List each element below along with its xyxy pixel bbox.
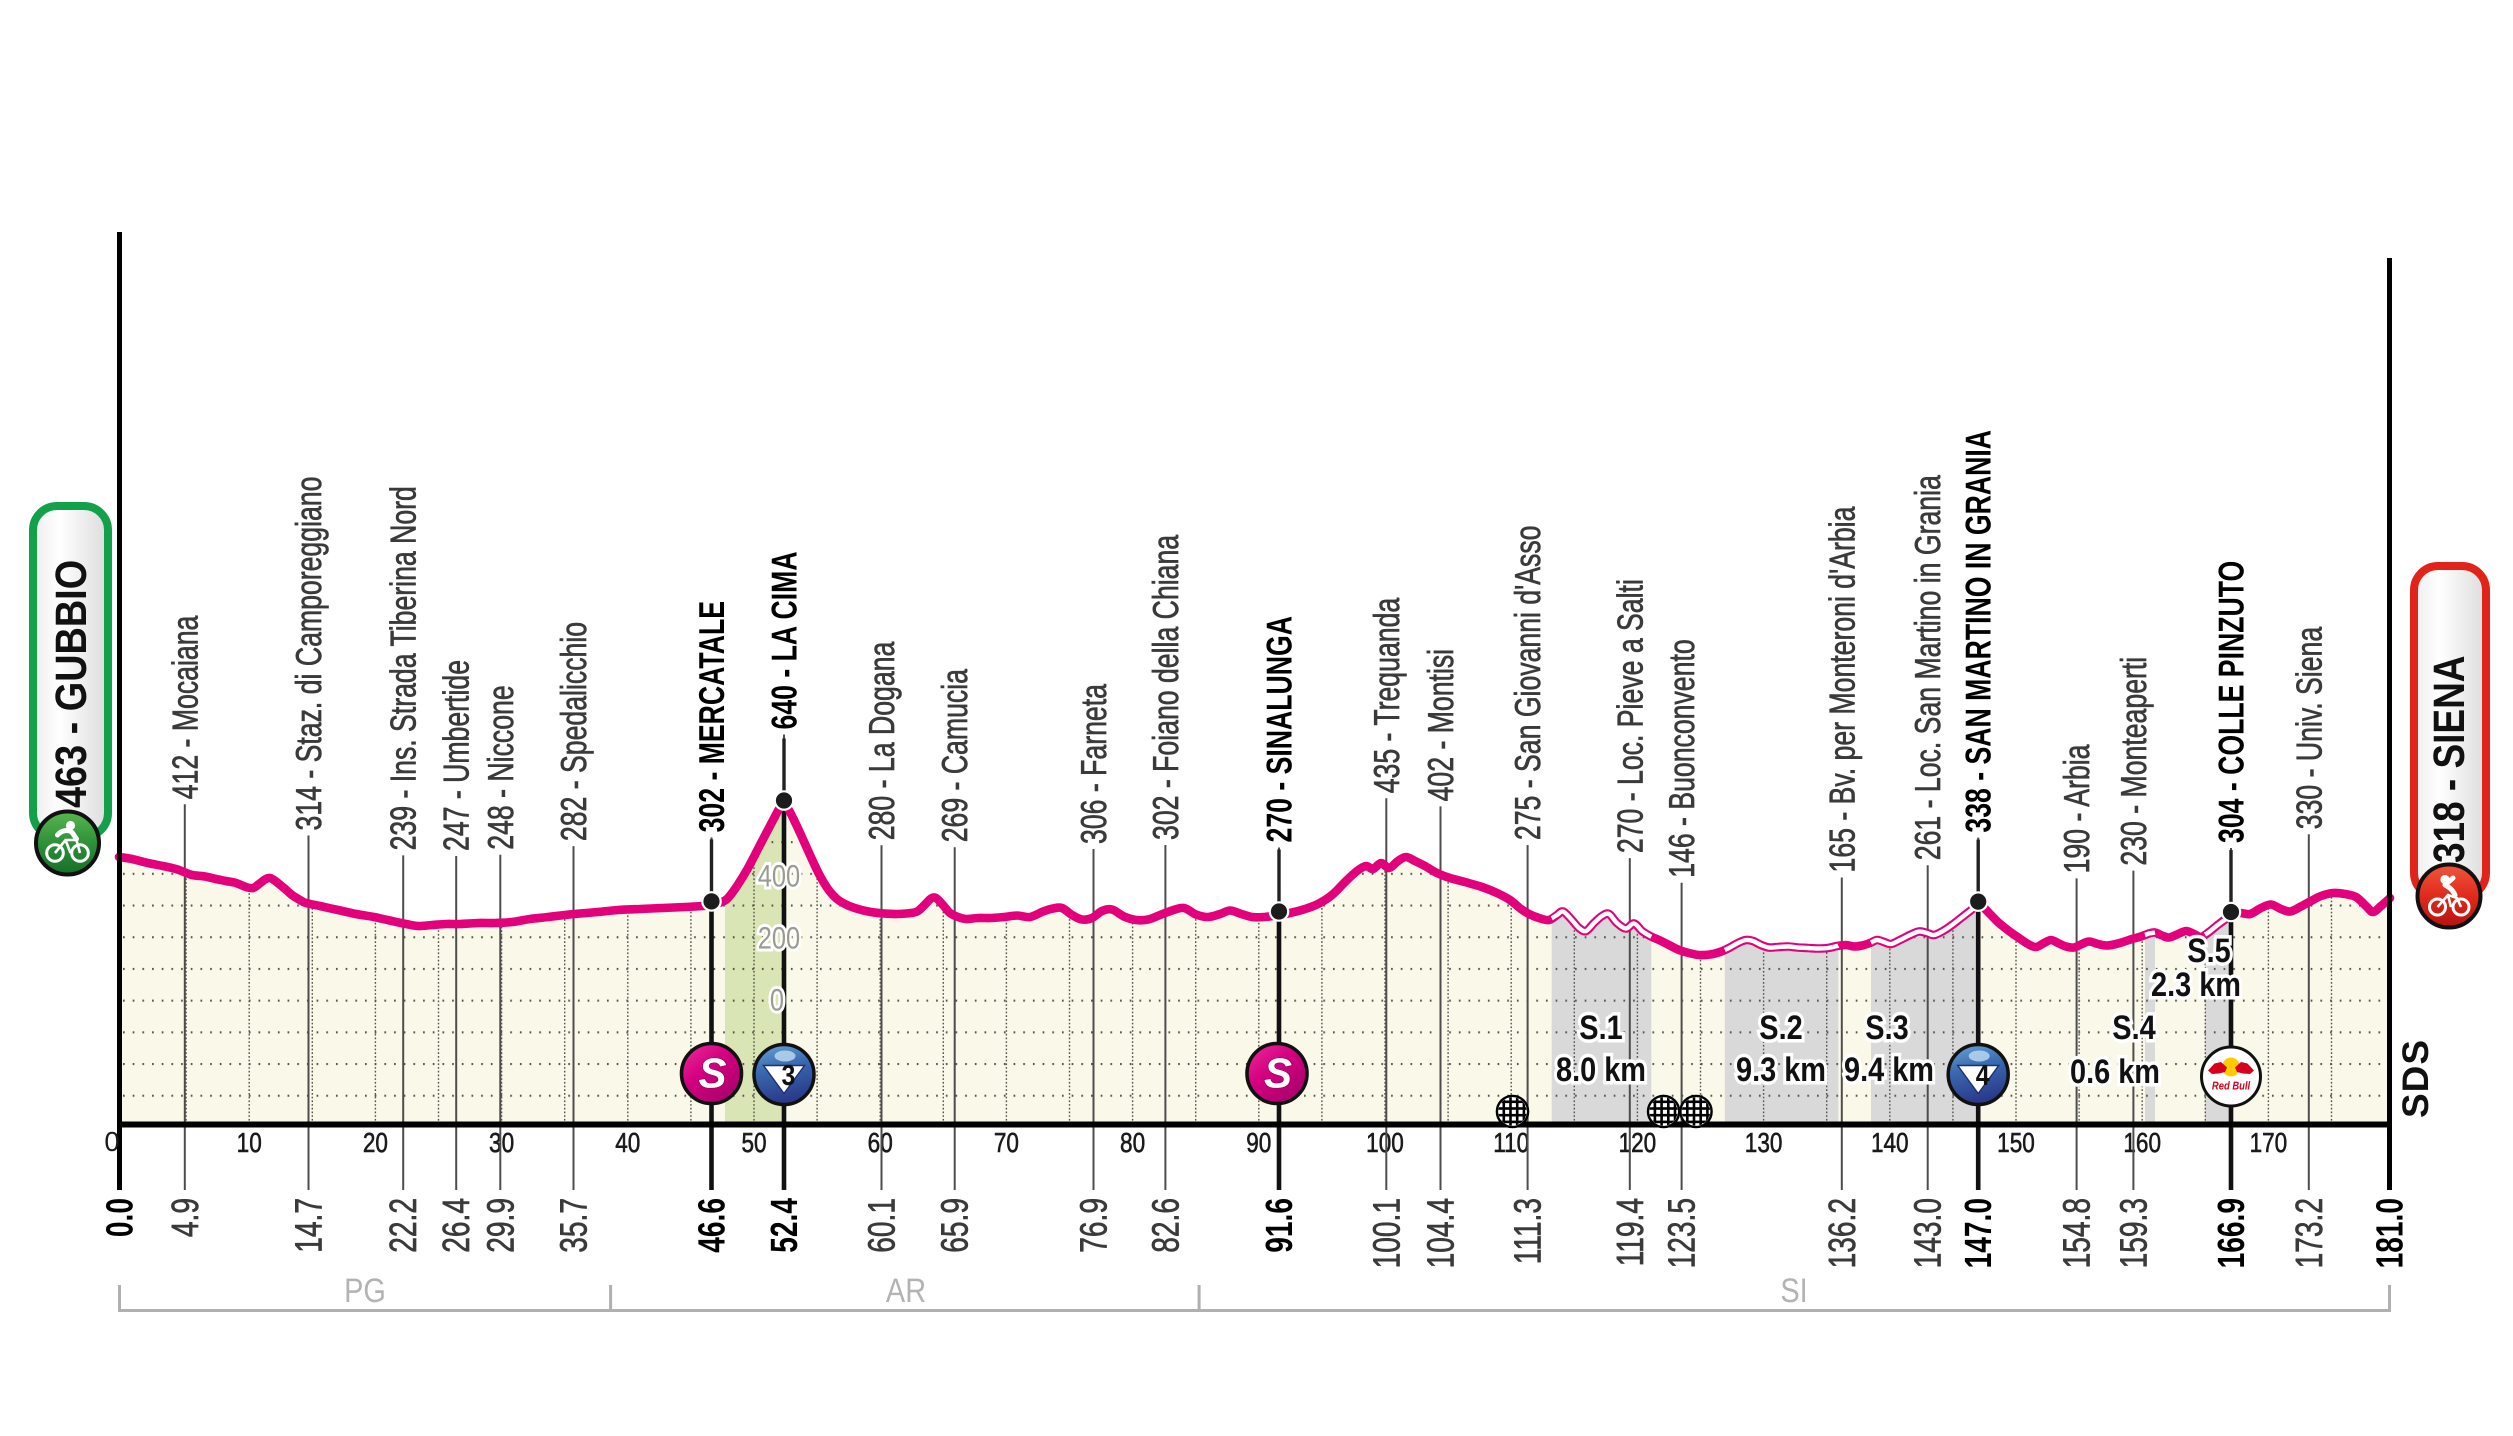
svg-text:0.6 km: 0.6 km bbox=[2070, 1053, 2160, 1091]
svg-text:165 - Bv. per Monteroni d'Arbi: 165 - Bv. per Monteroni d'Arbia bbox=[1821, 506, 1862, 873]
svg-text:60: 60 bbox=[868, 1127, 893, 1158]
svg-text:65.9: 65.9 bbox=[935, 1198, 977, 1253]
svg-text:261 - Loc. San Martino in Gran: 261 - Loc. San Martino in Grania bbox=[1907, 474, 1948, 860]
svg-text:166.9: 166.9 bbox=[2211, 1198, 2253, 1268]
svg-text:SI: SI bbox=[1780, 1272, 1807, 1310]
svg-text:14.7: 14.7 bbox=[289, 1198, 331, 1253]
svg-text:35.7: 35.7 bbox=[554, 1198, 596, 1253]
svg-text:119.4: 119.4 bbox=[1610, 1198, 1652, 1266]
svg-text:247 - Umbertide: 247 - Umbertide bbox=[436, 660, 477, 851]
svg-text:80: 80 bbox=[1120, 1127, 1145, 1158]
svg-text:2.3 km: 2.3 km bbox=[2151, 966, 2241, 1004]
svg-text:123.5: 123.5 bbox=[1662, 1198, 1704, 1268]
svg-text:154.8: 154.8 bbox=[2057, 1198, 2099, 1268]
svg-text:90: 90 bbox=[1246, 1127, 1271, 1158]
svg-text:269 - Camucia: 269 - Camucia bbox=[934, 668, 975, 842]
svg-text:AR: AR bbox=[886, 1272, 926, 1310]
svg-text:150: 150 bbox=[1997, 1127, 2035, 1158]
svg-text:248 - Niccone: 248 - Niccone bbox=[480, 685, 521, 849]
svg-text:170: 170 bbox=[2250, 1127, 2288, 1158]
svg-text:200: 200 bbox=[758, 921, 800, 956]
svg-text:S: S bbox=[1264, 1050, 1292, 1097]
svg-text:8.0 km: 8.0 km bbox=[1556, 1051, 1646, 1089]
svg-text:S.5: S.5 bbox=[2187, 932, 2230, 970]
svg-text:40: 40 bbox=[615, 1127, 640, 1158]
svg-text:46.6: 46.6 bbox=[692, 1198, 734, 1253]
svg-text:10: 10 bbox=[237, 1127, 262, 1158]
svg-text:20: 20 bbox=[363, 1127, 388, 1158]
svg-text:146 - Buonconvento: 146 - Buonconvento bbox=[1661, 639, 1702, 877]
svg-text:22.2: 22.2 bbox=[383, 1198, 425, 1253]
svg-text:640 - LA CIMA: 640 - LA CIMA bbox=[764, 551, 805, 729]
svg-text:275 - San Giovanni d'Asso: 275 - San Giovanni d'Asso bbox=[1507, 525, 1548, 840]
svg-text:76.9: 76.9 bbox=[1074, 1198, 1116, 1253]
svg-text:29.9: 29.9 bbox=[480, 1198, 522, 1253]
svg-text:330 - Univ. Siena: 330 - Univ. Siena bbox=[2288, 626, 2329, 829]
svg-text:110: 110 bbox=[1493, 1127, 1529, 1158]
svg-text:9.3 km: 9.3 km bbox=[1736, 1051, 1826, 1089]
svg-text:70: 70 bbox=[994, 1127, 1019, 1158]
svg-text:120: 120 bbox=[1619, 1127, 1657, 1158]
svg-text:PG: PG bbox=[344, 1272, 386, 1310]
svg-text:60.1: 60.1 bbox=[862, 1198, 904, 1253]
svg-text:270 - SINALUNGA: 270 - SINALUNGA bbox=[1259, 616, 1300, 842]
svg-text:50: 50 bbox=[741, 1127, 766, 1158]
svg-text:140: 140 bbox=[1871, 1127, 1909, 1158]
svg-text:463 - GUBBIO: 463 - GUBBIO bbox=[47, 560, 96, 808]
svg-text:82.6: 82.6 bbox=[1145, 1198, 1187, 1253]
svg-text:306 - Farneta: 306 - Farneta bbox=[1073, 683, 1114, 844]
svg-text:4: 4 bbox=[1976, 1060, 1990, 1092]
svg-text:100.1: 100.1 bbox=[1366, 1198, 1408, 1268]
svg-text:147.0: 147.0 bbox=[1958, 1198, 2000, 1268]
svg-text:0.0: 0.0 bbox=[100, 1198, 142, 1237]
svg-text:91.6: 91.6 bbox=[1259, 1198, 1301, 1253]
svg-text:230 - Monteaperti: 230 - Monteaperti bbox=[2113, 657, 2154, 866]
svg-text:143.0: 143.0 bbox=[1908, 1198, 1950, 1268]
svg-text:302 - Foiano della Chiana: 302 - Foiano della Chiana bbox=[1145, 534, 1186, 840]
svg-text:S.4: S.4 bbox=[2112, 1009, 2155, 1047]
svg-text:160: 160 bbox=[2123, 1127, 2161, 1158]
svg-text:52.4: 52.4 bbox=[764, 1198, 806, 1253]
svg-text:9.4 km: 9.4 km bbox=[1844, 1051, 1934, 1089]
svg-text:239 - Ins. Strada Tiberina Nor: 239 - Ins. Strada Tiberina Nord bbox=[383, 486, 424, 850]
svg-text:SDS: SDS bbox=[2395, 1039, 2436, 1118]
svg-text:S.3: S.3 bbox=[1865, 1009, 1908, 1047]
svg-text:190 - Arbia: 190 - Arbia bbox=[2056, 744, 2097, 874]
svg-text:S.1: S.1 bbox=[1579, 1009, 1622, 1047]
svg-text:400: 400 bbox=[758, 859, 800, 894]
svg-text:181.0: 181.0 bbox=[2370, 1198, 2412, 1268]
svg-text:136.2: 136.2 bbox=[1822, 1198, 1864, 1268]
svg-text:100: 100 bbox=[1366, 1127, 1404, 1158]
svg-text:338 - SAN MARTINO IN GRANIA: 338 - SAN MARTINO IN GRANIA bbox=[1958, 430, 1999, 833]
svg-text:412 - Mocaiana: 412 - Mocaiana bbox=[164, 615, 205, 799]
svg-text:3: 3 bbox=[781, 1060, 795, 1092]
svg-text:4.9: 4.9 bbox=[165, 1198, 207, 1237]
svg-text:26.4: 26.4 bbox=[436, 1198, 478, 1253]
svg-text:30: 30 bbox=[489, 1127, 514, 1158]
svg-text:402 - Montisi: 402 - Montisi bbox=[1420, 649, 1461, 802]
svg-text:S: S bbox=[698, 1050, 726, 1097]
svg-text:159.3: 159.3 bbox=[2113, 1198, 2155, 1268]
svg-text:104.4: 104.4 bbox=[1421, 1198, 1463, 1268]
svg-text:282 - Spedalicchio: 282 - Spedalicchio bbox=[553, 622, 594, 841]
svg-text:435 - Trequanda: 435 - Trequanda bbox=[1366, 597, 1407, 793]
svg-text:173.2: 173.2 bbox=[2289, 1198, 2331, 1268]
svg-text:270 - Loc. Pieve a Salti: 270 - Loc. Pieve a Salti bbox=[1609, 579, 1650, 853]
svg-text:0: 0 bbox=[770, 983, 784, 1018]
svg-text:111.3: 111.3 bbox=[1508, 1198, 1550, 1264]
svg-text:S.2: S.2 bbox=[1759, 1009, 1802, 1047]
svg-text:280 - La Dogana: 280 - La Dogana bbox=[861, 641, 902, 840]
svg-text:304 - COLLE PINZUTO: 304 - COLLE PINZUTO bbox=[2211, 561, 2252, 843]
svg-text:318 - SIENA: 318 - SIENA bbox=[2425, 656, 2474, 863]
svg-text:0: 0 bbox=[104, 1126, 119, 1157]
svg-text:302 - MERCATALE: 302 - MERCATALE bbox=[691, 601, 732, 832]
svg-text:Red Bull: Red Bull bbox=[2212, 1081, 2251, 1093]
svg-text:130: 130 bbox=[1745, 1127, 1783, 1158]
svg-text:314 - Staz. di Camporeggiano: 314 - Staz. di Camporeggiano bbox=[288, 477, 329, 831]
